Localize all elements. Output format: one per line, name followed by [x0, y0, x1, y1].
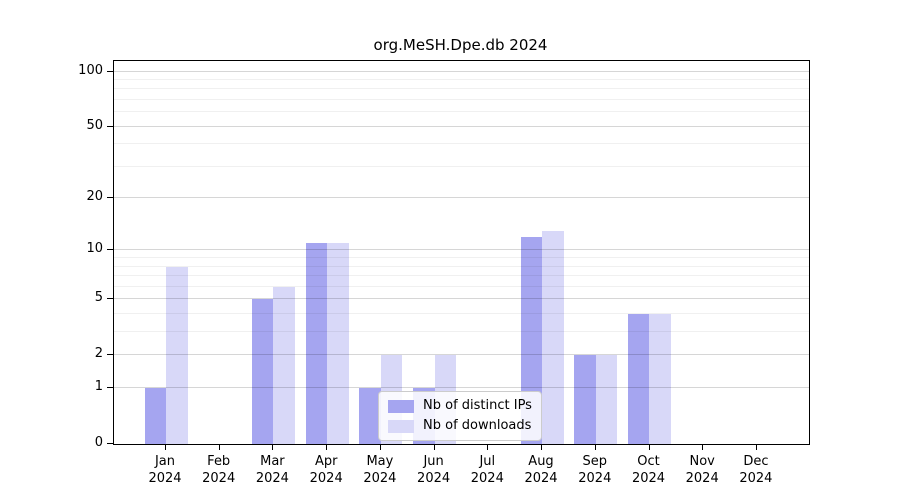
- minor-gridline-8: [114, 265, 809, 267]
- major-gridline-10: [114, 249, 809, 251]
- minor-gridline-7: [114, 275, 809, 277]
- x-tick-label-mar: Mar 2024: [255, 454, 289, 486]
- bar-distinct-ips-sep: [574, 355, 596, 444]
- x-tick-mark-mar: [272, 444, 274, 450]
- bar-downloads-apr: [327, 243, 349, 444]
- minor-gridline-40: [114, 143, 809, 145]
- chart-title: org.MeSH.Dpe.db 2024: [373, 36, 548, 54]
- y-tick-label-10: 10: [86, 241, 103, 257]
- x-tick-mark-jun: [433, 444, 435, 450]
- x-tick-label-apr: Apr 2024: [309, 454, 343, 486]
- y-tick-mark-0: [107, 443, 113, 444]
- y-tick-label-50: 50: [86, 117, 103, 133]
- x-tick-mark-oct: [648, 444, 650, 450]
- x-tick-mark-sep: [594, 444, 596, 450]
- major-gridline-2: [114, 354, 809, 356]
- x-tick-label-dec: Dec 2024: [739, 454, 773, 486]
- x-tick-label-may: May 2024: [363, 454, 397, 486]
- y-tick-mark-100: [107, 70, 113, 72]
- y-tick-label-0: 0: [94, 435, 103, 450]
- y-tick-label-2: 2: [94, 346, 103, 362]
- legend: Nb of distinct IPs Nb of downloads: [378, 391, 542, 441]
- x-tick-label-nov: Nov 2024: [685, 454, 719, 486]
- minor-gridline-9: [114, 257, 809, 259]
- x-tick-label-jul: Jul 2024: [470, 454, 504, 486]
- y-tick-label-5: 5: [94, 290, 103, 306]
- minor-gridline-60: [114, 111, 809, 113]
- major-gridline-100: [114, 70, 809, 72]
- y-tick-mark-2: [107, 354, 113, 356]
- y-tick-label-100: 100: [78, 62, 103, 78]
- x-tick-mark-feb: [218, 444, 220, 450]
- x-tick-mark-jan: [165, 444, 166, 450]
- x-tick-mark-aug: [541, 444, 542, 450]
- legend-item-distinct-ips: Nb of distinct IPs: [388, 398, 532, 414]
- y-tick-mark-20: [107, 197, 113, 199]
- legend-swatch-downloads-icon: [388, 419, 414, 433]
- major-gridline-5: [114, 298, 809, 300]
- legend-item-downloads: Nb of downloads: [388, 418, 532, 434]
- y-tick-mark-10: [107, 249, 113, 251]
- minor-gridline-70: [114, 98, 809, 100]
- x-tick-label-oct: Oct 2024: [631, 454, 666, 486]
- plot-area: [113, 60, 810, 445]
- minor-gridline-90: [114, 78, 809, 80]
- bar-distinct-ips-oct: [627, 314, 650, 444]
- y-tick-label-20: 20: [86, 189, 103, 205]
- bar-downloads-oct: [649, 314, 671, 444]
- minor-gridline-30: [114, 165, 809, 167]
- bar-distinct-ips-mar: [251, 299, 274, 444]
- x-tick-mark-dec: [755, 444, 757, 450]
- minor-gridline-4: [114, 313, 809, 315]
- legend-swatch-distinct-ips-icon: [388, 399, 414, 413]
- y-tick-label-1: 1: [94, 379, 103, 395]
- x-tick-label-sep: Sep 2024: [578, 454, 612, 486]
- legend-label-distinct-ips: Nb of distinct IPs: [423, 398, 532, 413]
- y-tick-mark-5: [107, 298, 113, 300]
- bar-downloads-jan: [166, 266, 188, 444]
- bar-distinct-ips-jan: [144, 388, 166, 444]
- legend-label-downloads: Nb of downloads: [423, 418, 532, 433]
- minor-gridline-3: [114, 331, 809, 333]
- x-tick-label-feb: Feb 2024: [202, 454, 236, 486]
- y-tick-mark-50: [107, 125, 113, 127]
- minor-gridline-80: [114, 88, 809, 90]
- x-tick-mark-apr: [326, 444, 328, 450]
- x-tick-mark-jul: [487, 444, 489, 450]
- x-tick-label-aug: Aug 2024: [524, 454, 558, 486]
- bar-downloads-aug: [542, 231, 564, 444]
- major-gridline-50: [114, 125, 809, 127]
- bar-distinct-ips-may: [359, 388, 381, 444]
- y-tick-mark-1: [107, 387, 113, 389]
- bar-distinct-ips-apr: [305, 243, 328, 444]
- bar-downloads-sep: [595, 355, 618, 444]
- bar-downloads-mar: [273, 286, 295, 444]
- minor-gridline-6: [114, 285, 809, 287]
- x-tick-label-jun: Jun 2024: [417, 454, 451, 486]
- x-tick-mark-nov: [702, 444, 704, 450]
- x-tick-mark-may: [379, 444, 381, 450]
- major-gridline-1: [114, 387, 809, 389]
- major-gridline-20: [114, 197, 809, 199]
- x-tick-label-jan: Jan 2024: [148, 454, 182, 486]
